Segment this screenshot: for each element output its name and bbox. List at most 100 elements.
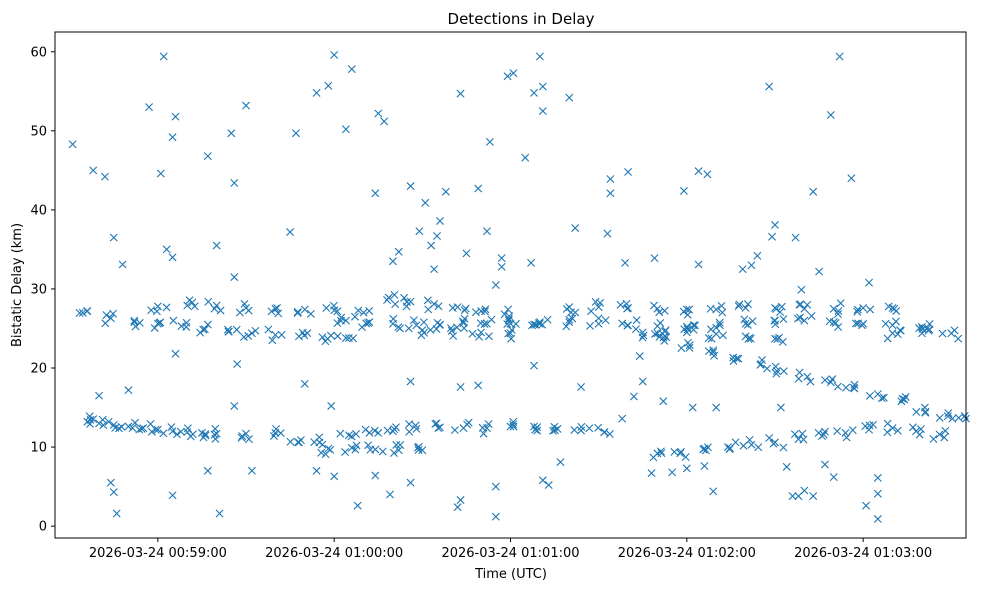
detection-point [621, 258, 630, 267]
detection-point [743, 320, 752, 329]
detection-point [873, 473, 882, 482]
detection-point [128, 424, 137, 432]
detection-point [677, 344, 686, 353]
detection-point [89, 415, 98, 424]
detection-point [201, 431, 210, 440]
detection-point [950, 326, 959, 335]
detection-point [577, 383, 586, 391]
detection-point [618, 319, 627, 328]
detection-point [271, 330, 280, 339]
detection-point [449, 331, 458, 340]
detection-point [294, 438, 302, 447]
detection-point [770, 220, 779, 229]
detection-point [509, 420, 518, 429]
detection-point [718, 308, 727, 317]
detection-point [941, 426, 950, 435]
detection-point [371, 471, 380, 480]
detection-point [679, 186, 688, 195]
detection-point [842, 433, 851, 442]
detection-point [310, 438, 319, 447]
detection-point [676, 449, 685, 458]
detection-point [230, 273, 239, 282]
detection-point [660, 306, 669, 315]
detection-point [247, 329, 256, 338]
y-tick-label: 10 [30, 441, 47, 456]
detection-point [394, 446, 403, 455]
detection-point [647, 469, 656, 478]
detection-point [104, 417, 113, 426]
detection-point [211, 424, 220, 433]
detection-point [638, 333, 647, 342]
detection-point [505, 312, 514, 321]
detection-point [940, 433, 949, 442]
detection-point [543, 315, 552, 324]
detection-point [521, 153, 530, 162]
detection-point [834, 306, 843, 315]
detection-point [635, 352, 644, 361]
detection-point [779, 315, 788, 324]
detection-point [210, 304, 219, 313]
detection-point [112, 509, 121, 518]
detection-point [212, 241, 221, 250]
detection-point [530, 361, 538, 370]
detection-point [753, 251, 762, 260]
detection-point [268, 336, 277, 345]
detection-point [756, 360, 765, 369]
detection-point [383, 426, 392, 435]
detection-point [271, 304, 280, 313]
detection-point [477, 328, 486, 337]
detection-point [162, 245, 171, 254]
detection-point [682, 464, 691, 473]
detection-point [188, 298, 197, 307]
detection-point [800, 486, 809, 495]
detection-point [394, 323, 403, 332]
detection-point [267, 307, 276, 316]
detection-point [109, 233, 118, 242]
y-tick-label: 40 [30, 203, 47, 218]
detection-point [396, 441, 405, 449]
detection-point [406, 478, 415, 487]
detection-point [770, 316, 779, 325]
detection-point [709, 487, 718, 496]
detection-point [453, 503, 462, 512]
detection-point [655, 308, 664, 317]
detection-point [771, 362, 780, 371]
detection-point [153, 425, 162, 434]
detection-point [829, 473, 838, 482]
y-axis-ticks: 0 10 20 30 40 50 60 [30, 45, 55, 535]
detection-point [405, 420, 414, 429]
detection-point [312, 466, 321, 475]
detection-point [484, 420, 493, 429]
detection-point [741, 319, 750, 328]
detection-point [794, 374, 803, 383]
detection-point [841, 383, 850, 392]
detection-point [389, 314, 398, 323]
detection-point [596, 298, 605, 307]
detection-point [171, 349, 180, 358]
detection-point [835, 52, 844, 61]
detection-point [456, 89, 465, 98]
detection-point [153, 302, 162, 311]
detection-point [848, 426, 857, 435]
detection-point [406, 182, 415, 191]
detection-point [769, 439, 778, 448]
detection-point [685, 343, 694, 352]
detection-point [318, 440, 327, 449]
detection-point [694, 167, 703, 176]
detection-point [877, 394, 886, 403]
detection-point [145, 103, 154, 112]
detection-point [656, 447, 665, 456]
detection-point [656, 318, 665, 327]
detection-point [944, 409, 953, 418]
detection-point [657, 449, 666, 458]
detection-point [533, 426, 542, 435]
detection-point [883, 419, 892, 428]
detection-point [159, 429, 168, 438]
detection-point [729, 357, 738, 366]
detection-point [333, 319, 342, 328]
detection-point [447, 326, 456, 335]
detection-point [203, 466, 212, 475]
detection-point [153, 319, 162, 328]
detection-point [364, 441, 373, 450]
detection-point [349, 334, 358, 343]
